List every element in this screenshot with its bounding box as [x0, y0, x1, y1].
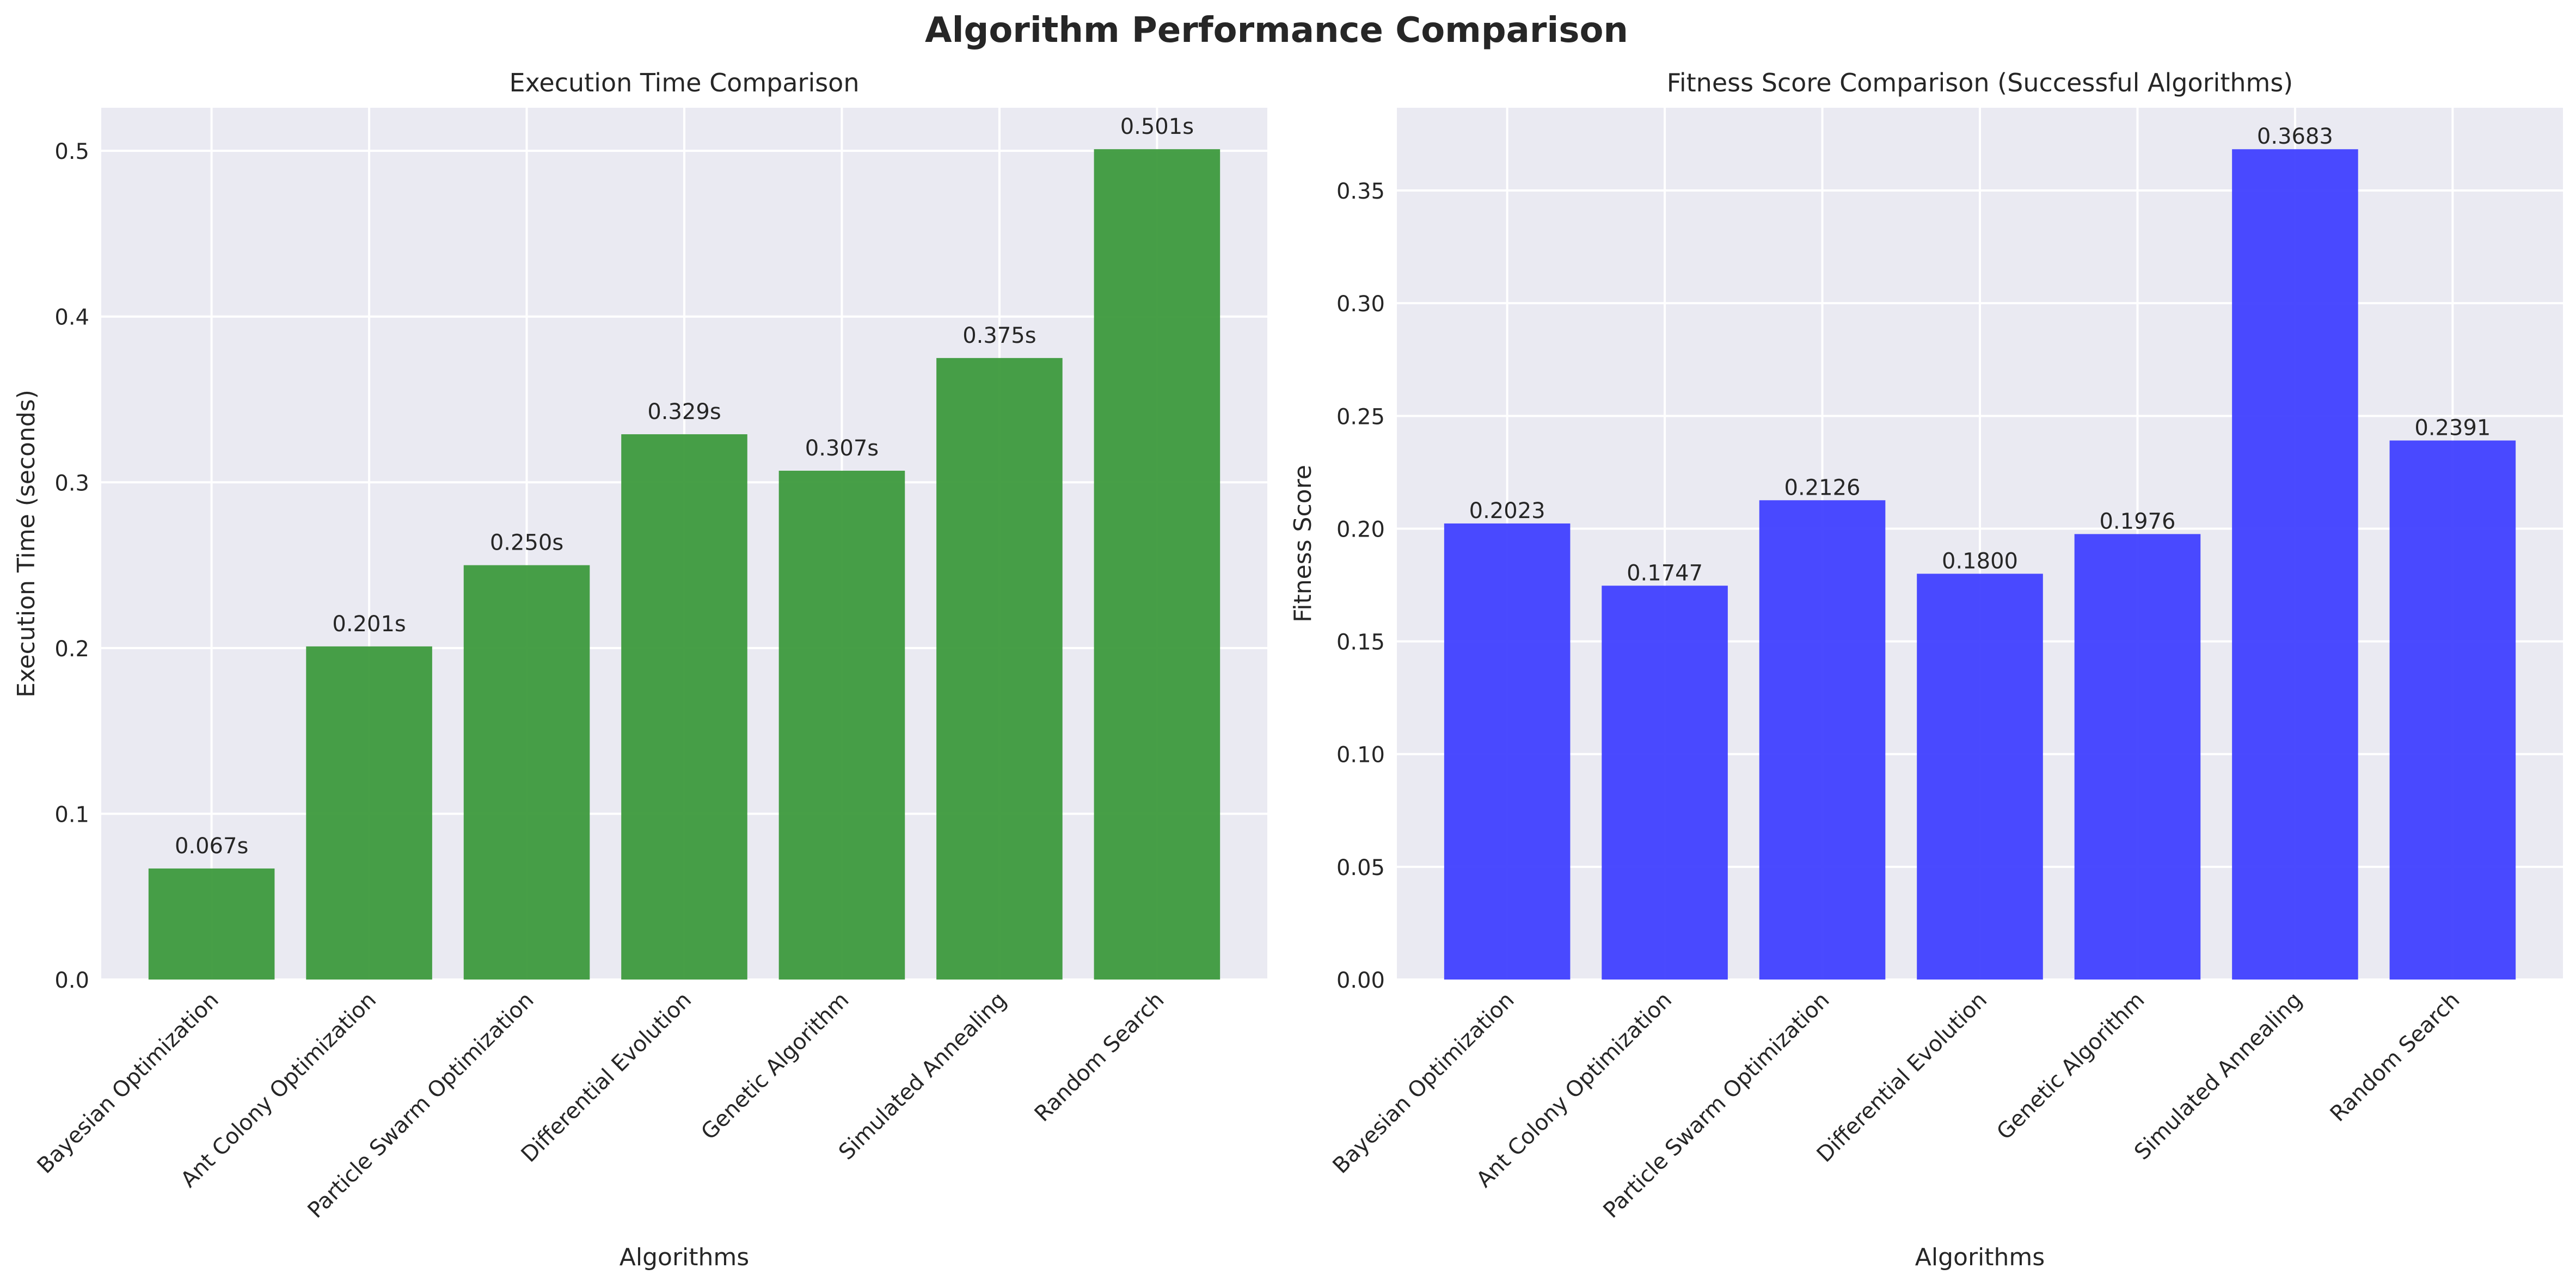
execution-time-bar — [463, 565, 590, 980]
execution-time-x-tick-label: Differential Evolution — [517, 988, 696, 1167]
execution-time-bar — [148, 868, 275, 980]
fitness-score-y-label: Fitness Score — [1289, 465, 1317, 623]
fitness-score-bars — [1444, 149, 2516, 980]
execution-time-y-tick-label: 0.3 — [54, 471, 89, 496]
fitness-score-x-tick-label: Differential Evolution — [1812, 988, 1992, 1167]
execution-time-x-label: Algorithms — [620, 1243, 749, 1271]
fitness-score-bar-value-label: 0.1800 — [1942, 549, 2018, 574]
execution-time-y-tick-label: 0.5 — [54, 139, 89, 164]
execution-time-bar-value-label: 0.067s — [175, 834, 248, 859]
execution-time-bar-value-label: 0.329s — [647, 399, 721, 424]
execution-time-bar — [306, 646, 432, 980]
execution-time-bar-value-label: 0.201s — [332, 612, 406, 637]
fitness-score-bar — [1444, 523, 1571, 980]
execution-time-y-tick-label: 0.4 — [54, 305, 89, 330]
execution-time-title: Execution Time Comparison — [510, 68, 860, 97]
execution-time-bar-value-label: 0.250s — [490, 531, 563, 556]
execution-time-y-tick-label: 0.1 — [54, 802, 89, 827]
execution-time-bar — [1094, 149, 1220, 980]
fitness-score-x-tick-label: Bayesian Optimization — [1328, 988, 1519, 1179]
fitness-score-y-ticks: 0.00 0.05 0.10 0.15 0.20 0.25 0.30 0.35 — [1336, 179, 1385, 993]
execution-time-x-tick-label: Genetic Algorithm — [696, 988, 854, 1145]
fitness-score-value-labels: 0.2023 0.1747 0.2126 0.1800 0.1976 0.3683 0.23… — [1469, 124, 2491, 586]
execution-time-bar-value-label: 0.375s — [962, 323, 1036, 348]
execution-time-y-tick-label: 0.0 — [54, 968, 89, 993]
fitness-score-x-tick-label: Genetic Algorithm — [1992, 988, 2149, 1145]
fitness-score-y-tick-label: 0.05 — [1336, 855, 1385, 880]
execution-time-bar — [778, 470, 905, 980]
execution-time-bar — [936, 358, 1063, 980]
fitness-score-y-tick-label: 0.20 — [1336, 517, 1385, 542]
execution-time-y-tick-label: 0.2 — [54, 637, 89, 662]
fitness-score-x-tick-label: Simulated Annealing — [2130, 988, 2307, 1165]
fitness-score-bar-value-label: 0.2126 — [1784, 475, 1861, 500]
execution-time-value-labels: 0.067s 0.201s 0.250s 0.329s 0.307s 0.375s 0.50… — [175, 114, 1194, 859]
fitness-score-bar-value-label: 0.1747 — [1627, 561, 1703, 586]
fitness-score-bar — [1759, 500, 1886, 980]
fitness-score-bar-value-label: 0.1976 — [2099, 509, 2175, 534]
figure-title: Algorithm Performance Comparison — [925, 10, 1628, 51]
execution-time-y-label: Execution Time (seconds) — [13, 390, 40, 698]
execution-time-bars — [148, 149, 1220, 980]
fitness-score-bar — [1917, 574, 2043, 980]
fitness-score-bar-value-label: 0.2391 — [2414, 415, 2491, 440]
fitness-score-title: Fitness Score Comparison (Successful Alg… — [1667, 68, 2293, 97]
fitness-score-y-tick-label: 0.10 — [1336, 743, 1385, 768]
fitness-score-y-tick-label: 0.25 — [1336, 404, 1385, 429]
fitness-score-x-tick-label: Random Search — [2326, 988, 2465, 1127]
execution-time-x-tick-label: Bayesian Optimization — [33, 988, 224, 1179]
execution-time-bar-value-label: 0.501s — [1120, 114, 1194, 139]
execution-time-chart: 0.0 0.1 0.2 0.3 0.4 0.5 Bayesian Optimization… — [13, 68, 1267, 1271]
execution-time-x-tick-label: Simulated Annealing — [834, 988, 1011, 1165]
fitness-score-bar — [2074, 534, 2201, 980]
fitness-score-bar — [2232, 149, 2358, 980]
fitness-score-chart: 0.00 0.05 0.10 0.15 0.20 0.25 0.30 0.35 Bayesia… — [1289, 68, 2563, 1271]
fitness-score-y-tick-label: 0.15 — [1336, 630, 1385, 655]
fitness-score-y-tick-label: 0.00 — [1336, 968, 1385, 993]
fitness-score-y-tick-label: 0.30 — [1336, 292, 1385, 317]
execution-time-y-ticks: 0.0 0.1 0.2 0.3 0.4 0.5 — [54, 139, 89, 993]
execution-time-bar-value-label: 0.307s — [805, 436, 879, 461]
fitness-score-x-label: Algorithms — [1915, 1243, 2045, 1271]
fitness-score-bar — [1602, 586, 1728, 980]
fitness-score-bar — [2389, 440, 2516, 980]
execution-time-x-tick-label: Random Search — [1030, 988, 1169, 1127]
execution-time-bar — [621, 434, 747, 980]
fitness-score-bar-value-label: 0.2023 — [1469, 498, 1545, 524]
fitness-score-bar-value-label: 0.3683 — [2257, 124, 2333, 149]
fitness-score-y-tick-label: 0.35 — [1336, 179, 1385, 204]
